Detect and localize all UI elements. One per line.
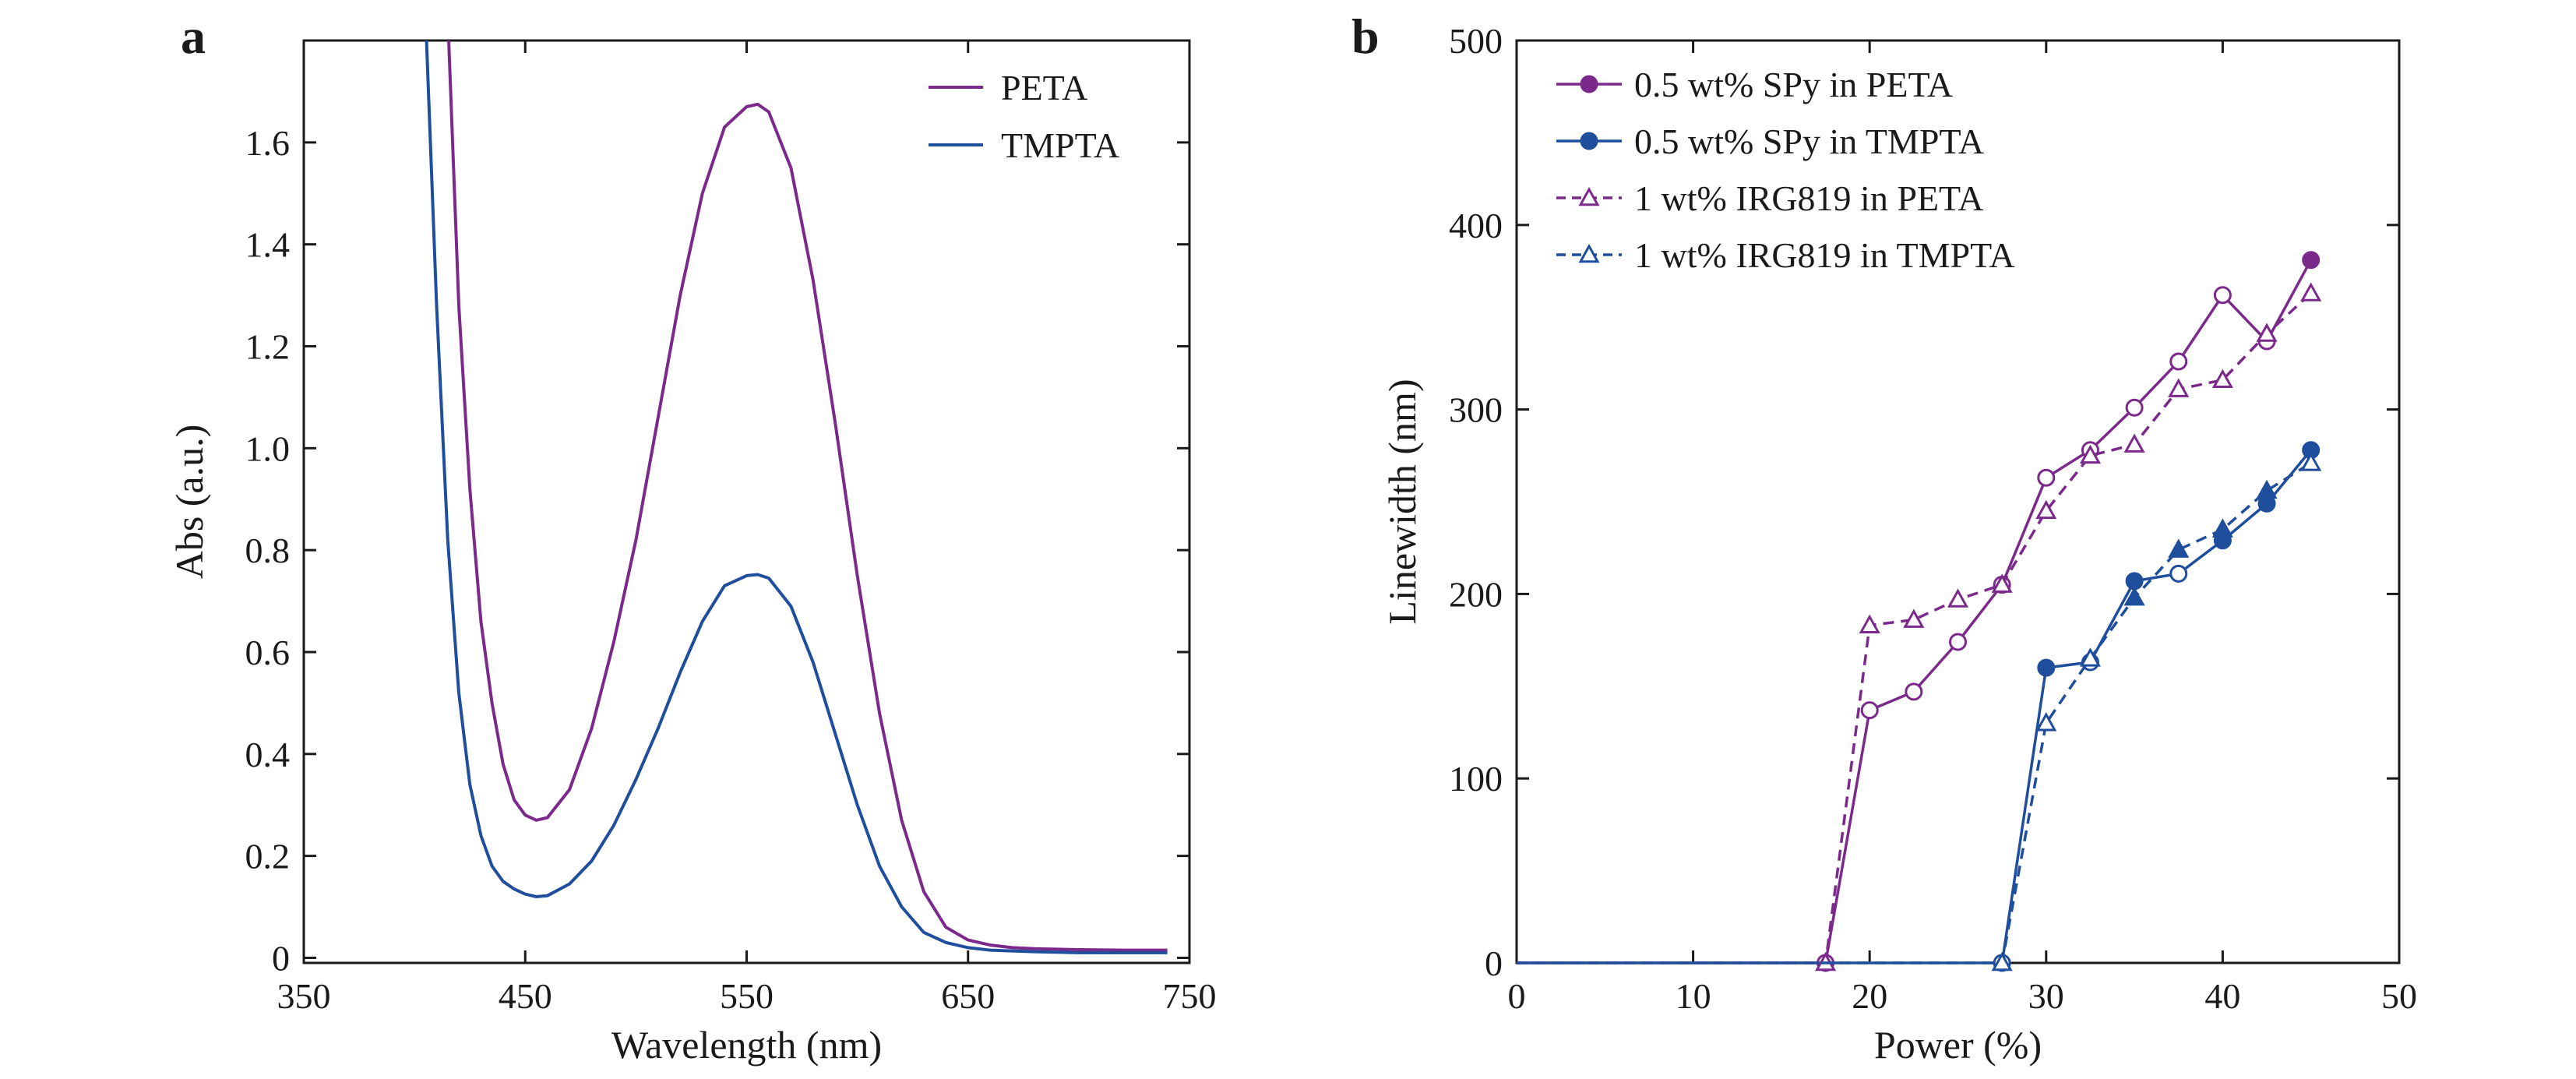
y-tick-label: 500 [1449, 21, 1503, 61]
y-tick-label: 0.6 [245, 633, 291, 672]
data-point [2079, 444, 2101, 464]
y-tick-label: 1.6 [245, 123, 291, 163]
data-point [2169, 564, 2188, 583]
chart-absorbance: 350 450 550 650 750 0 0.2 0.4 0.6 0.8 1.0 1.2 1.4 1.6… [167, 39, 1217, 1067]
data-point [2256, 479, 2278, 499]
data-point [2256, 323, 2278, 342]
data-point [1947, 588, 1969, 608]
series-line-tmpta [425, 41, 1168, 954]
panel-label-a: a [181, 9, 206, 64]
legend-label: 0.5 wt% SPy in TMPTA [1634, 122, 1984, 161]
x-axis-title: Power (%) [1874, 1023, 2042, 1067]
x-tick-label: 750 [1163, 976, 1217, 1016]
y-tick-label: 0 [272, 938, 290, 978]
data-point [2037, 658, 2056, 677]
y-tick-label: 100 [1449, 759, 1503, 799]
legend-marker [1580, 132, 1598, 150]
data-point [2037, 468, 2056, 487]
data-point [2125, 398, 2144, 417]
x-tick-label: 450 [499, 976, 552, 1016]
data-point [1903, 608, 1925, 628]
y-tick-label: 0.4 [245, 735, 291, 774]
x-tick-label: 30 [2028, 976, 2064, 1016]
legend-marker [1578, 186, 1600, 206]
legend-label: 1 wt% IRG819 in PETA [1634, 178, 1984, 218]
data-point [1905, 682, 1923, 701]
data-point [1860, 701, 1879, 720]
series-line-1 [1517, 449, 2313, 964]
series-line-3 [1517, 461, 2312, 964]
data-point [1991, 951, 2013, 971]
data-point [2302, 251, 2321, 270]
panel-label-b: b [1351, 9, 1380, 64]
data-point [2079, 647, 2101, 667]
y-tick-label: 200 [1449, 574, 1503, 614]
data-point [1949, 633, 1967, 651]
y-tick-label: 0 [1485, 943, 1503, 983]
data-point [2300, 282, 2322, 301]
legend-label: PETA [1001, 68, 1087, 108]
legend-label: TMPTA [1001, 125, 1119, 165]
y-tick-label: 300 [1449, 390, 1503, 430]
data-point [1991, 573, 2013, 593]
data-point [2035, 499, 2057, 520]
data-point [2211, 368, 2233, 389]
data-point [2123, 587, 2145, 606]
data-point [2125, 572, 2144, 591]
x-tick-label: 350 [277, 976, 331, 1016]
data-point [2169, 352, 2188, 371]
data-point [2168, 538, 2190, 558]
x-tick-label: 650 [941, 976, 995, 1016]
data-point [2123, 433, 2145, 453]
data-point [2035, 712, 2057, 732]
plot-frame [302, 39, 1191, 964]
x-tick-label: 550 [720, 976, 774, 1016]
y-tick-label: 1.0 [245, 428, 291, 468]
y-axis-title: Abs (a.u.) [167, 425, 211, 580]
data-point [2211, 518, 2233, 538]
x-tick-label: 10 [1676, 976, 1711, 1016]
y-tick-label: 0.2 [245, 837, 291, 876]
data-point [2300, 452, 2322, 471]
series-line-peta [447, 41, 1168, 952]
legend-marker [1578, 243, 1600, 263]
data-point [2168, 378, 2190, 397]
y-tick-label: 0.8 [245, 531, 291, 570]
data-point [1859, 614, 1880, 633]
x-tick-label: 40 [2204, 976, 2240, 1016]
y-tick-label: 1.4 [245, 225, 291, 265]
legend-marker [1580, 75, 1598, 93]
series-line-2 [1517, 292, 2312, 964]
y-axis-title: Linewidth (nm) [1380, 379, 1424, 624]
y-tick-label: 1.2 [245, 326, 291, 366]
x-axis-title: Wavelength (nm) [611, 1023, 882, 1067]
x-tick-label: 20 [1852, 976, 1887, 1016]
x-tick-label: 50 [2381, 976, 2417, 1016]
data-point [2213, 286, 2232, 305]
x-tick-label: 0 [1508, 976, 1526, 1016]
legend-label: 0.5 wt% SPy in PETA [1634, 65, 1953, 104]
legend-label: 1 wt% IRG819 in TMPTA [1634, 235, 2015, 275]
y-tick-label: 400 [1449, 206, 1503, 245]
